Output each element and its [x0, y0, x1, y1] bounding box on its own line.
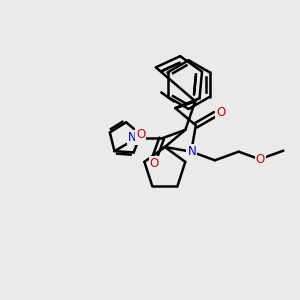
Text: O: O	[216, 106, 225, 119]
Text: N: N	[188, 145, 196, 158]
Text: O: O	[256, 153, 265, 166]
Text: O: O	[136, 128, 146, 141]
Text: NH: NH	[128, 131, 145, 144]
Text: O: O	[150, 158, 159, 170]
